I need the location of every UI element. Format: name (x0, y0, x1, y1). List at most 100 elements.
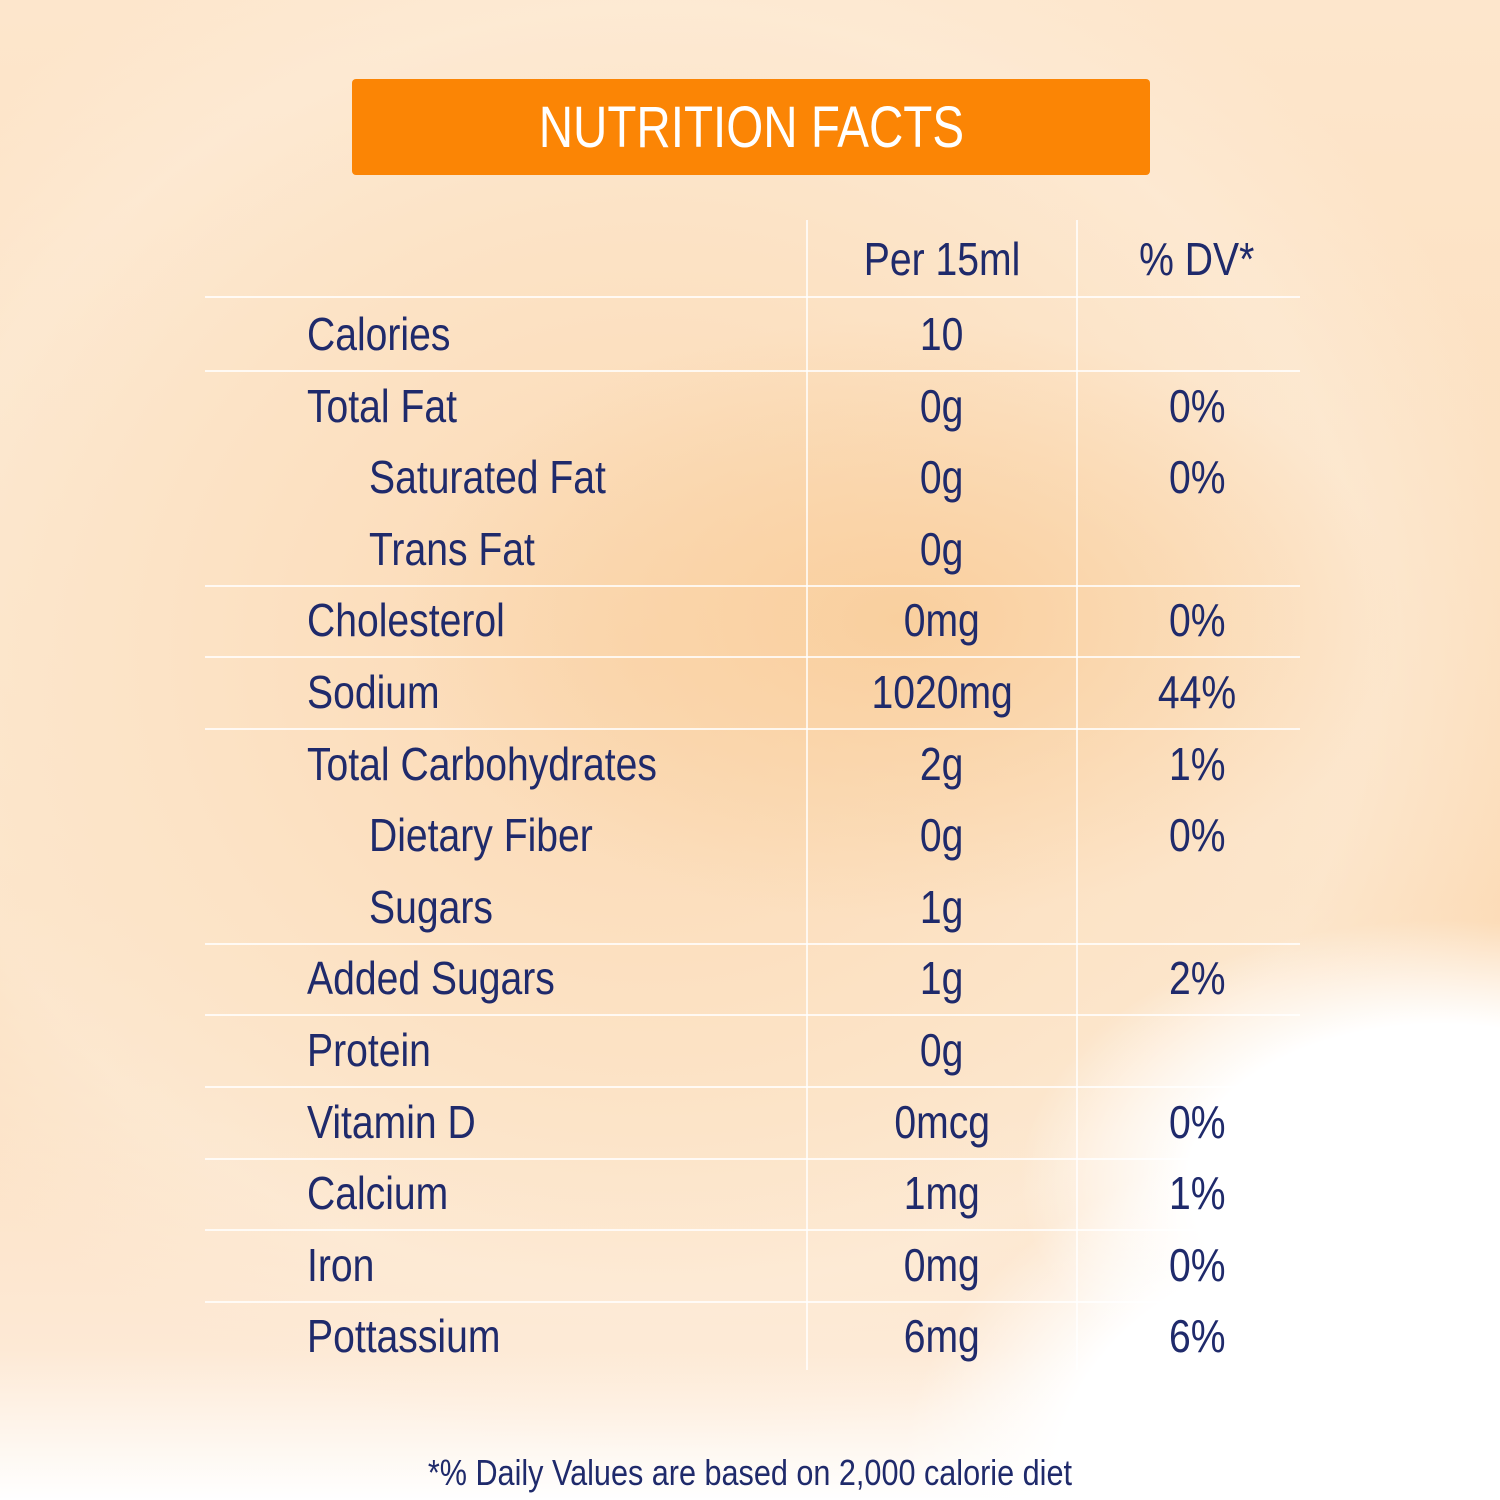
table-row: Cholesterol 0mg 0% (205, 584, 1300, 659)
amount-value-text: 0g (920, 451, 964, 504)
nutrient-label: Pottassium (307, 1308, 535, 1364)
footnote-text: *% Daily Values are based on 2,000 calor… (427, 1452, 1073, 1493)
daily-value: 2% (1077, 950, 1317, 1006)
nutrient-label-text: Trans Fat (369, 522, 535, 575)
daily-value-text: 0% (1168, 1095, 1226, 1148)
nutrient-label: Total Fat (307, 378, 483, 434)
nutrient-label-text: Total Carbohydrates (307, 737, 657, 790)
amount-value-text: 2g (920, 737, 964, 790)
amount-value: 10 (807, 306, 1077, 362)
nutrient-label-text: Protein (307, 1024, 431, 1076)
table-row: Dietary Fiber 0g 0% (205, 799, 1300, 871)
nutrient-label-text: Calcium (307, 1167, 449, 1220)
page-title: NUTRITION FACTS (538, 94, 964, 160)
table-row: Calcium 1mg 1% (205, 1157, 1300, 1232)
table-row: Protein 0g (205, 1014, 1300, 1088)
nutrient-label-text: Total Fat (307, 379, 457, 432)
nutrient-label-text: Dietary Fiber (369, 809, 593, 862)
column-header-amount-text: Per 15ml (863, 233, 1021, 285)
daily-value-text: 0% (1168, 1238, 1226, 1291)
nutrient-label: Dietary Fiber (369, 807, 632, 863)
nutrient-label: Saturated Fat (369, 449, 648, 505)
amount-value: 2g (807, 736, 1077, 792)
amount-value: 0g (807, 449, 1077, 505)
daily-value: 0% (1077, 807, 1317, 863)
title-banner: NUTRITION FACTS (352, 79, 1150, 175)
nutrient-label: Iron (307, 1237, 386, 1293)
nutrient-label: Sugars (369, 879, 515, 935)
table-row: Sugars 1g (205, 871, 1300, 945)
amount-value: 0g (807, 521, 1077, 577)
amount-value-text: 0g (920, 379, 964, 432)
amount-value: 1020mg (807, 664, 1077, 720)
nutrient-label: Sodium (307, 664, 463, 720)
daily-value-text: 44% (1157, 666, 1237, 718)
amount-value: 0mg (807, 592, 1077, 648)
amount-value: 0g (807, 378, 1077, 434)
amount-value-text: 0g (920, 809, 964, 862)
nutrient-label-text: Pottassium (307, 1310, 501, 1363)
daily-value: 0% (1077, 449, 1317, 505)
nutrient-label: Trans Fat (369, 521, 564, 577)
nutrient-label: Calories (307, 306, 476, 362)
daily-value: 0% (1077, 592, 1317, 648)
daily-value-text: 0% (1168, 594, 1226, 647)
table-row: Added Sugars 1g 2% (205, 942, 1300, 1017)
column-header-dv-text: % DV* (1139, 233, 1255, 285)
amount-value: 1g (807, 950, 1077, 1006)
daily-value: 44% (1077, 664, 1317, 720)
amount-value: 0mg (807, 1237, 1077, 1293)
daily-value (1077, 306, 1317, 362)
column-header-amount: Per 15ml (807, 232, 1077, 286)
nutrient-label-text: Sugars (369, 880, 493, 933)
daily-value-text: 6% (1168, 1310, 1226, 1363)
amount-value: 0g (807, 807, 1077, 863)
amount-value: 6mg (807, 1308, 1077, 1364)
table-row: Sodium 1020mg 44% (205, 656, 1300, 730)
amount-value-text: 1mg (903, 1167, 981, 1220)
daily-value-text: 0% (1168, 451, 1226, 504)
table-row: Total Carbohydrates 2g 1% (205, 728, 1300, 800)
amount-value-text: 1020mg (871, 666, 1013, 718)
amount-value: 0mcg (807, 1094, 1077, 1150)
nutrient-label: Vitamin D (307, 1094, 506, 1150)
table-row: Trans Fat 0g (205, 513, 1300, 587)
amount-value-text: 10 (920, 308, 964, 360)
daily-value: 1% (1077, 736, 1317, 792)
table-row: Saturated Fat 0g 0% (205, 441, 1300, 513)
daily-value: 0% (1077, 1237, 1317, 1293)
amount-value-text: 6mg (903, 1310, 981, 1363)
table-row: Calories 10 (205, 298, 1300, 372)
amount-value: 1g (807, 879, 1077, 935)
table-row: Pottassium 6mg 6% (205, 1300, 1300, 1372)
table-row: Iron 0mg 0% (205, 1229, 1300, 1303)
nutrient-label-text: Saturated Fat (369, 451, 606, 504)
nutrient-label-text: Sodium (307, 666, 440, 718)
column-divider (806, 220, 808, 1370)
daily-value: 0% (1077, 1094, 1317, 1150)
amount-value-text: 0mcg (894, 1095, 990, 1148)
nutrient-label: Total Carbohydrates (307, 736, 719, 792)
amount-value-text: 0g (920, 522, 964, 575)
table-row: Total Fat 0g 0% (205, 370, 1300, 442)
nutrient-label-text: Iron (307, 1238, 375, 1291)
amount-value-text: 1g (920, 952, 964, 1005)
amount-value-text: 1g (920, 880, 964, 933)
nutrient-label: Protein (307, 1022, 453, 1078)
daily-value-text: 0% (1168, 809, 1226, 862)
daily-value-text: 0% (1168, 379, 1226, 432)
daily-value (1077, 1022, 1317, 1078)
daily-value-text: 1% (1168, 737, 1226, 790)
nutrient-label: Calcium (307, 1165, 473, 1221)
nutrient-label-text: Added Sugars (307, 952, 555, 1005)
daily-value (1077, 879, 1317, 935)
amount-value-text: 0g (920, 1024, 964, 1076)
daily-value (1077, 521, 1317, 577)
amount-value-text: 0mg (903, 594, 981, 647)
nutrient-label: Cholesterol (307, 592, 540, 648)
daily-value-text: 2% (1168, 952, 1226, 1005)
nutrient-label: Added Sugars (307, 950, 599, 1006)
daily-value: 0% (1077, 378, 1317, 434)
nutrient-label-text: Cholesterol (307, 594, 505, 647)
